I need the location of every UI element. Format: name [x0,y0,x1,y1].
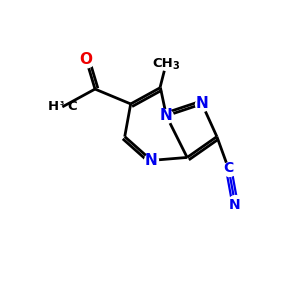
Text: N: N [145,153,158,168]
Text: C: C [224,161,234,175]
Text: C: C [67,100,76,113]
Text: ₃: ₃ [59,97,64,107]
Text: N: N [196,96,208,111]
Text: H: H [48,100,59,113]
Text: O: O [80,52,93,67]
Text: CH: CH [152,57,173,70]
Text: N: N [160,108,173,123]
Text: N: N [229,198,241,212]
Text: 3: 3 [172,61,178,71]
